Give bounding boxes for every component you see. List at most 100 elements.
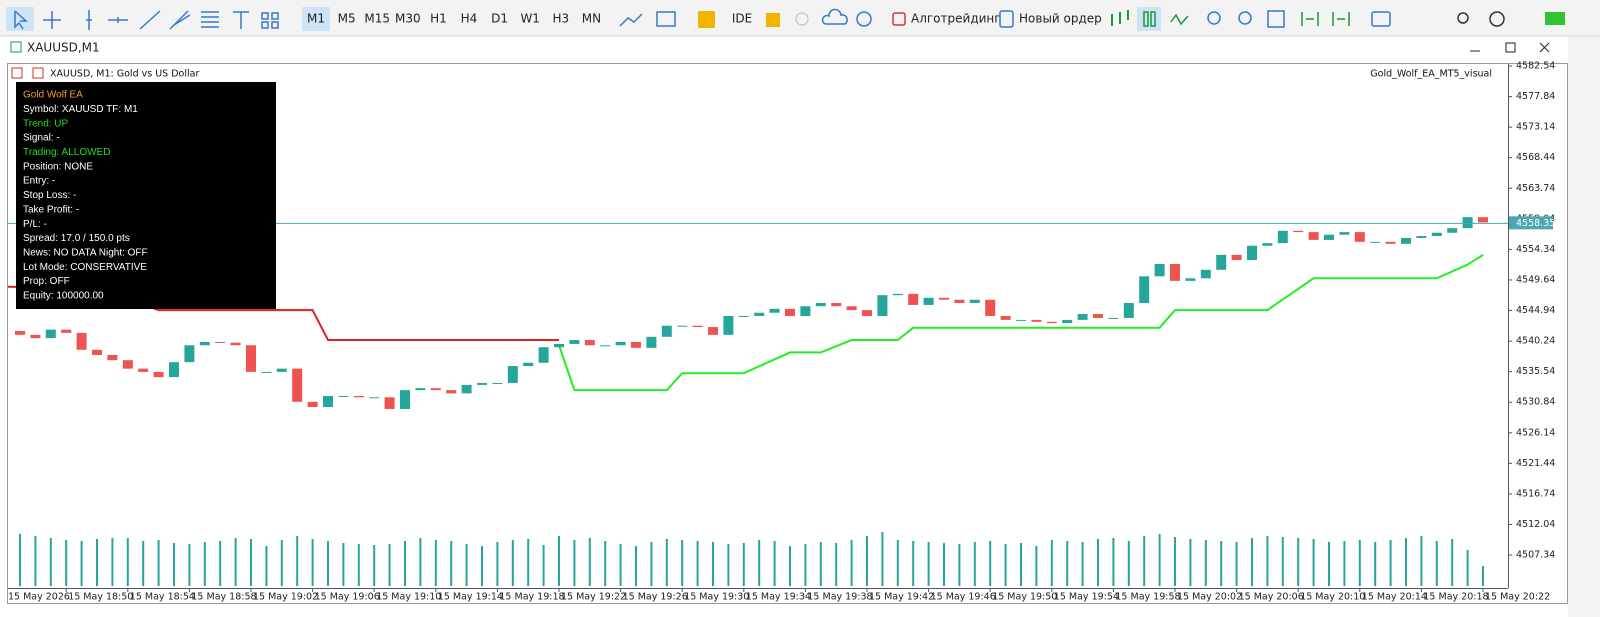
zoom-out-icon[interactable] <box>1238 11 1252 25</box>
time-label: 15 May 2026 <box>8 592 70 603</box>
candle <box>138 368 149 372</box>
timeframe-button[interactable]: W1 <box>520 12 540 26</box>
candle <box>1077 314 1088 320</box>
candle <box>1123 302 1134 318</box>
candle <box>1462 217 1473 229</box>
window-controls[interactable] <box>1470 42 1550 53</box>
chart-header-icon <box>32 67 44 79</box>
candle <box>246 345 256 372</box>
candle <box>646 336 657 348</box>
volume-bar <box>373 545 376 586</box>
volume-bar <box>1312 539 1315 586</box>
price-tick-label: 4544.94 <box>1516 305 1555 316</box>
tile-icon[interactable] <box>1267 10 1285 28</box>
volume-bar <box>188 544 191 586</box>
vps-icon[interactable] <box>856 11 872 27</box>
ide-button[interactable]: IDE <box>732 12 752 26</box>
candle <box>1478 217 1488 223</box>
candle <box>538 347 549 363</box>
candles-icon[interactable] <box>1143 11 1156 27</box>
timeframe-button[interactable]: D1 <box>491 12 508 26</box>
price-tick-label: 4554.34 <box>1516 244 1555 255</box>
candle <box>908 293 919 305</box>
volume-bar <box>527 539 530 586</box>
candle <box>723 315 734 335</box>
timeframe-button[interactable]: M5 <box>338 12 356 26</box>
volume-bar <box>80 541 83 586</box>
time-label: 15 May 19:54 <box>1054 592 1119 603</box>
timeframe-button[interactable]: M30 <box>395 12 421 26</box>
crosshair-icon[interactable] <box>43 11 61 29</box>
volume-bar <box>1405 538 1407 586</box>
volume-bar <box>173 543 175 586</box>
candle <box>153 371 164 378</box>
cloud-icon[interactable] <box>821 8 848 25</box>
volume-bar <box>1482 566 1484 586</box>
market-icon[interactable] <box>698 11 715 28</box>
volume-bar <box>542 545 545 586</box>
account-icon[interactable] <box>1489 11 1505 27</box>
price-tick-label: 4573.14 <box>1516 122 1555 133</box>
screenshot-icon[interactable] <box>1371 11 1391 27</box>
volume-bar <box>111 538 114 586</box>
candle <box>569 340 580 344</box>
timeframe-button[interactable]: M1 <box>307 12 325 26</box>
candle <box>1046 321 1057 324</box>
channel-icon[interactable] <box>169 10 191 30</box>
order-icon[interactable] <box>999 10 1014 28</box>
volume-bar <box>1204 540 1207 586</box>
volume-bar <box>342 543 345 586</box>
zoom-in-icon[interactable] <box>1207 11 1221 25</box>
chart-type-icon[interactable] <box>619 13 643 27</box>
trendline-icon[interactable] <box>139 10 161 30</box>
timeframe-button[interactable]: M15 <box>364 12 390 26</box>
timeframe-button[interactable]: MN <box>582 12 601 26</box>
volume-bar <box>619 544 622 586</box>
candle <box>1277 230 1288 244</box>
current-price-box <box>1509 216 1553 230</box>
info-line: News: NO DATA Night: OFF <box>23 247 148 258</box>
time-label: 15 May 20:18 <box>1423 592 1488 603</box>
window-title: XAUUSD,M1 <box>27 41 100 55</box>
info-line: Position: NONE <box>23 161 93 172</box>
signals-icon[interactable] <box>795 12 809 26</box>
cursor-button[interactable] <box>6 7 34 31</box>
candle <box>1385 241 1396 244</box>
support-line <box>558 254 1484 392</box>
volume-bar <box>958 544 961 586</box>
volume-bar <box>789 546 791 586</box>
algo-icon[interactable] <box>892 12 906 26</box>
candle <box>384 397 395 409</box>
time-label: 15 May 19:18 <box>499 592 564 603</box>
new-order-button[interactable]: Новый ордер <box>1019 12 1102 26</box>
info-line: Spread: 17.0 / 150.0 pts <box>23 233 130 244</box>
volume-bar <box>1004 544 1007 586</box>
algo-trading-button[interactable]: Алготрейдинг <box>911 12 1001 26</box>
timeframe-button[interactable]: H3 <box>552 12 569 26</box>
timeframe-button[interactable]: H1 <box>430 12 447 26</box>
indicators-icon[interactable] <box>656 11 676 27</box>
store-icon[interactable] <box>766 13 780 27</box>
price-tick-label: 4521.44 <box>1516 458 1555 469</box>
info-line: Lot Mode: CONSERVATIVE <box>23 262 147 273</box>
scroll-icon[interactable] <box>1301 12 1319 26</box>
price-tick-label: 4577.84 <box>1516 91 1555 102</box>
shapes-icon[interactable] <box>261 12 279 29</box>
candle <box>492 382 503 384</box>
search-icon[interactable] <box>1457 12 1469 24</box>
volume-bar <box>1097 539 1099 586</box>
timeframe-button[interactable]: H4 <box>461 12 478 26</box>
shift-icon[interactable] <box>1332 12 1350 26</box>
volume-bar <box>357 544 360 586</box>
fibo-icon[interactable] <box>201 11 219 28</box>
volume-bar <box>1328 542 1330 586</box>
bars-icon[interactable] <box>1111 10 1129 26</box>
time-label: 15 May 19:42 <box>869 592 934 603</box>
line-icon[interactable] <box>1170 13 1189 26</box>
time-label: 15 May 19:58 <box>1115 592 1180 603</box>
vline-icon[interactable] <box>86 10 92 30</box>
window-bar <box>0 37 1568 61</box>
hline-icon[interactable] <box>108 17 128 23</box>
text-icon[interactable] <box>233 11 249 29</box>
time-label: 15 May 18:58 <box>191 592 256 603</box>
